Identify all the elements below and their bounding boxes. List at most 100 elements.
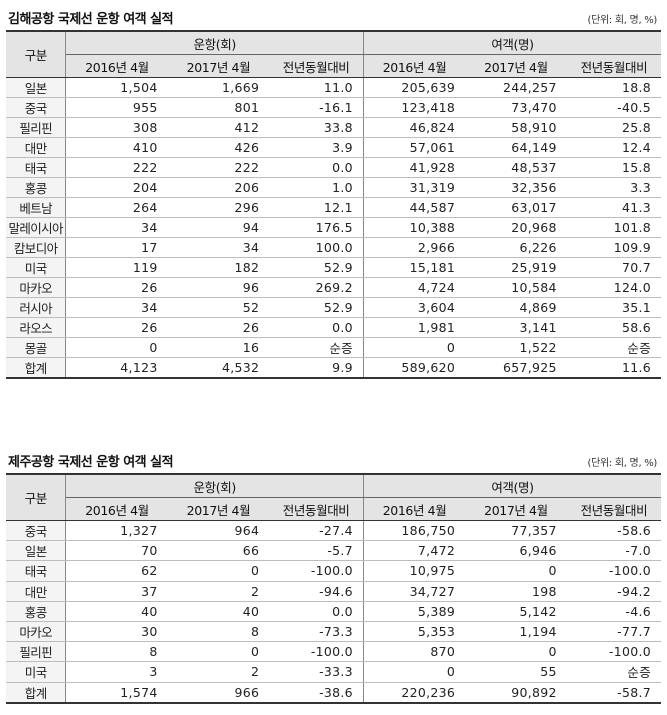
flights-yoy: -33.3	[269, 661, 364, 683]
flights-2017: 966	[167, 681, 270, 704]
table-row: 마카오 30 8 -73.3 5,353 1,194 -77.7	[6, 621, 661, 643]
country-name: 홍콩	[6, 601, 67, 622]
total-row: 합계 4,123 4,532 9.9 589,620 657,925 11.6	[6, 357, 661, 379]
passengers-yoy: 3.3	[566, 177, 661, 198]
jeju-unit-note: (단위: 회, 명, %)	[587, 458, 658, 469]
table-row: 태국 62 0 -100.0 10,975 0 -100.0	[6, 560, 661, 582]
flights-yoy: 0.0	[269, 157, 364, 178]
flights-2017: 206	[167, 177, 270, 198]
flights-yoy: -100.0	[269, 560, 364, 582]
country-name: 라오스	[6, 317, 67, 338]
flights-2016: 40	[65, 601, 168, 622]
flights-2017: 40	[167, 601, 270, 622]
table-row: 러시아 34 52 52.9 3,604 4,869 35.1	[6, 297, 661, 318]
passengers-2017: 63,017	[465, 197, 567, 218]
country-name: 태국	[6, 560, 67, 582]
flights-yoy: 0.0	[269, 317, 364, 338]
table-row: 홍콩 40 40 0.0 5,389 5,142 -4.6	[6, 601, 661, 622]
flights-yoy: -100.0	[269, 641, 364, 663]
country-name: 미국	[6, 257, 67, 278]
passengers-2016: 46,824	[363, 117, 466, 138]
passengers-yoy: 124.0	[566, 277, 661, 298]
passengers-2017: 32,356	[465, 177, 567, 198]
passengers-yoy: -100.0	[566, 560, 661, 582]
header-passengers: 여객(명)	[363, 30, 661, 55]
passengers-2016: 31,319	[363, 177, 466, 198]
country-name: 베트남	[6, 197, 67, 218]
passengers-2016: 10,388	[363, 217, 466, 238]
flights-yoy: 33.8	[269, 117, 364, 138]
flights-2017: 1,669	[167, 77, 270, 98]
flights-2016: 1,327	[65, 520, 168, 542]
passengers-yoy: 58.6	[566, 317, 661, 338]
flights-2017: 66	[167, 540, 270, 562]
flights-2016: 1,504	[65, 77, 168, 98]
country-name: 필리핀	[6, 117, 67, 138]
flights-2017: 26	[167, 317, 270, 338]
country-name: 태국	[6, 157, 67, 178]
flights-yoy: 12.1	[269, 197, 364, 218]
flights-2017: 964	[167, 520, 270, 542]
jeju-section: 제주공항 국제선 운항 여객 실적 (단위: 회, 명, %) 구분 운항(회)…	[6, 449, 661, 704]
table-row: 미국 3 2 -33.3 0 55 순증	[6, 661, 661, 683]
header-passengers-2016: 2016년 4월	[363, 497, 466, 521]
table-row: 대만 37 2 -94.6 34,727 198 -94.2	[6, 581, 661, 602]
passengers-2016: 1,981	[363, 317, 466, 338]
passengers-2016: 4,724	[363, 277, 466, 298]
country-name: 합계	[6, 681, 67, 704]
header-flights: 운항(회)	[65, 473, 364, 498]
header-flights-yoy: 전년동월대비	[269, 54, 364, 78]
header-passengers-2016: 2016년 4월	[363, 54, 466, 78]
passengers-2017: 6,946	[465, 540, 567, 562]
passengers-2017: 25,919	[465, 257, 567, 278]
flights-2016: 34	[65, 297, 168, 318]
table-row: 중국 955 801 -16.1 123,418 73,470 -40.5	[6, 97, 661, 118]
flights-2016: 37	[65, 581, 168, 602]
flights-2016: 119	[65, 257, 168, 278]
header-flights-2017: 2017년 4월	[167, 54, 270, 78]
flights-2016: 204	[65, 177, 168, 198]
passengers-2017: 657,925	[465, 357, 567, 379]
flights-2017: 426	[167, 137, 270, 158]
flights-2017: 296	[167, 197, 270, 218]
header-flights-2016: 2016년 4월	[65, 497, 168, 521]
country-name: 홍콩	[6, 177, 67, 198]
passengers-2017: 1,194	[465, 621, 567, 643]
flights-2017: 222	[167, 157, 270, 178]
passengers-2016: 220,236	[363, 681, 466, 704]
header-category: 구분	[6, 473, 67, 521]
table-row: 라오스 26 26 0.0 1,981 3,141 58.6	[6, 317, 661, 338]
passengers-2017: 10,584	[465, 277, 567, 298]
total-row: 합계 1,574 966 -38.6 220,236 90,892 -58.7	[6, 681, 661, 704]
flights-yoy: 52.9	[269, 257, 364, 278]
passengers-yoy: -7.0	[566, 540, 661, 562]
passengers-2016: 205,639	[363, 77, 466, 98]
jeju-table-body: 중국 1,327 964 -27.4 186,750 77,357 -58.6 일본 70 66-…	[6, 520, 661, 704]
passengers-2017: 6,226	[465, 237, 567, 258]
flights-2016: 17	[65, 237, 168, 258]
passengers-2016: 34,727	[363, 581, 466, 602]
passengers-2016: 870	[363, 641, 466, 663]
flights-2016: 3	[65, 661, 168, 683]
country-name: 중국	[6, 520, 67, 542]
passengers-yoy: 101.8	[566, 217, 661, 238]
flights-2016: 70	[65, 540, 168, 562]
table-row: 필리핀 308 412 33.8 46,824 58,910 25.8	[6, 117, 661, 138]
passengers-2016: 186,750	[363, 520, 466, 542]
header-category: 구분	[6, 30, 67, 78]
country-name: 일본	[6, 77, 67, 98]
flights-2016: 4,123	[65, 357, 168, 379]
jeju-table: 구분 운항(회) 여객(명) 2016년 4월 2017년 4월 전년동월대비 …	[6, 473, 661, 704]
flights-2016: 30	[65, 621, 168, 643]
table-row: 베트남 264 296 12.1 44,587 63,017 41.3	[6, 197, 661, 218]
passengers-yoy: -94.2	[566, 581, 661, 602]
flights-2016: 222	[65, 157, 168, 178]
flights-yoy: 176.5	[269, 217, 364, 238]
header-flights-2016: 2016년 4월	[65, 54, 168, 78]
country-name: 캄보디아	[6, 237, 67, 258]
flights-yoy: -38.6	[269, 681, 364, 704]
flights-2017: 2	[167, 661, 270, 683]
passengers-2016: 44,587	[363, 197, 466, 218]
passengers-2016: 7,472	[363, 540, 466, 562]
